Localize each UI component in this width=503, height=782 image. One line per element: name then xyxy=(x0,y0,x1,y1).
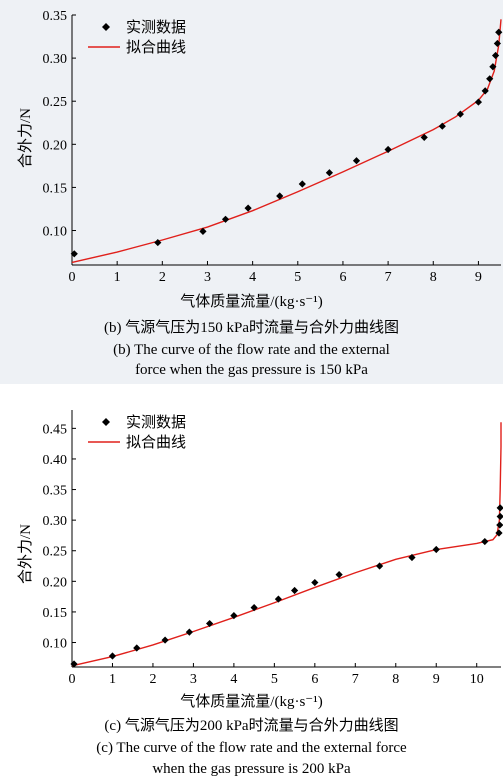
chart-c-data-point xyxy=(70,660,78,668)
chart-b-caption-cn: (b) 气源气压为150 kPa时流量与合外力曲线图 xyxy=(104,320,399,336)
chart-b-y-tick-label: 0.30 xyxy=(43,52,68,67)
chart-c-x-tick-label: 10 xyxy=(470,672,484,687)
chart-c-y-tick-label: 0.10 xyxy=(43,637,68,652)
chart-c-y-tick-label: 0.45 xyxy=(43,422,68,437)
chart-c-data-point xyxy=(290,586,299,595)
chart-c-y-tick-label: 0.25 xyxy=(43,545,68,560)
chart-c-ylabel: 合外力/N xyxy=(18,523,34,584)
chart-b-x-tick-label: 4 xyxy=(249,270,256,285)
chart-panel-b: 0 1 2 3 4 5 6 7 8 9 0.10 0.15 0.20 0.25 0.30 0.35 实测数据拟合… xyxy=(0,0,503,384)
chart-b-data-point xyxy=(244,204,252,212)
chart-b-x-tick-label: 1 xyxy=(114,270,121,285)
chart-c-data-point xyxy=(432,545,440,554)
chart-b-data-point xyxy=(420,133,428,142)
chart-c-x-tick-label: 4 xyxy=(230,672,237,687)
chart-c-data-point xyxy=(496,521,503,529)
chart-c-data-point xyxy=(108,652,117,660)
chart-c-data-point xyxy=(311,578,319,587)
chart-c-y-tick-label: 0.35 xyxy=(43,484,68,499)
chart-b-caption-en-2: force when the gas pressure is 150 kPa xyxy=(135,362,368,378)
chart-b-data-point xyxy=(325,169,333,177)
chart-b-legend-fitted: 拟合曲线 xyxy=(126,38,186,56)
chart-c-plot: 0 1 2 3 4 5 6 7 8 9 10 0.10 0.15 0.20 0.25 0.30 0.35 0.40… xyxy=(43,410,503,687)
chart-b-x-tick-label: 3 xyxy=(204,270,211,285)
chart-b-data-point xyxy=(438,122,446,130)
chart-c-y-tick-label: 0.20 xyxy=(43,575,68,590)
chart-b-data-point xyxy=(70,250,78,258)
chart-b-data-point xyxy=(474,98,483,106)
chart-b-x-tick-label: 6 xyxy=(339,270,346,285)
chart-b-data-point xyxy=(491,51,500,60)
chart-c-data-point xyxy=(481,537,489,546)
chart-b-data-point xyxy=(298,180,306,188)
chart-c-x-tick-label: 6 xyxy=(311,672,318,687)
chart-b-data-point xyxy=(352,157,361,165)
chart-b-data-point xyxy=(154,238,162,247)
chart-b-y-tick-label: 0.25 xyxy=(43,95,68,110)
chart-b-y-tick-label: 0.10 xyxy=(43,225,68,240)
chart-b-y-tick-label: 0.35 xyxy=(43,9,68,24)
chart-b-legend-measured: 实测数据 xyxy=(126,18,186,36)
chart-b-data-point xyxy=(221,215,230,223)
chart-b-data-point xyxy=(199,227,207,235)
chart-c-x-tick-label: 5 xyxy=(271,672,278,687)
chart-c-caption-en-1: (c) The curve of the flow rate and the e… xyxy=(96,740,407,756)
chart-c-data-point xyxy=(496,504,503,512)
chart-c-data-point xyxy=(375,562,384,570)
chart-c-x-tick-label: 0 xyxy=(69,672,76,687)
chart-c-x-tick-label: 7 xyxy=(352,672,359,687)
chart-b-caption-en-1: (b) The curve of the flow rate and the e… xyxy=(113,342,390,358)
chart-b-data-point xyxy=(486,75,494,83)
chart-b-data-point xyxy=(495,28,503,36)
chart-b-x-tick-label: 0 xyxy=(69,270,76,285)
chart-b-y-tick-label: 0.20 xyxy=(43,138,68,153)
chart-b-data-point xyxy=(276,192,284,200)
chart-b-data-point xyxy=(493,39,501,48)
chart-c-caption-cn: (c) 气源气压为200 kPa时流量与合外力曲线图 xyxy=(104,718,399,734)
chart-c-legend-marker xyxy=(102,418,110,426)
chart-c-x-tick-label: 3 xyxy=(190,672,197,687)
chart-b-x-tick-label: 2 xyxy=(159,270,166,285)
chart-c-x-tick-label: 8 xyxy=(392,672,399,687)
chart-c-data-point xyxy=(496,512,503,521)
chart-c-data-point xyxy=(250,604,258,612)
chart-c-x-tick-label: 1 xyxy=(109,672,116,687)
chart-c-y-tick-label: 0.40 xyxy=(43,453,68,468)
chart-b-data-point xyxy=(384,145,392,154)
chart-c-y-tick-label: 0.30 xyxy=(43,514,68,529)
chart-c-data-point xyxy=(161,636,169,644)
chart-c-x-tick-label: 9 xyxy=(433,672,440,687)
chart-b-ylabel: 合外力/N xyxy=(18,107,34,168)
chart-b-x-tick-label: 9 xyxy=(475,270,482,285)
chart-b-y-tick-label: 0.15 xyxy=(43,181,68,196)
chart-b-data-point xyxy=(489,63,497,71)
chart-c-fitted-curve xyxy=(71,422,502,667)
chart-b-x-tick-label: 7 xyxy=(385,270,392,285)
chart-panel-c: 0 1 2 3 4 5 6 7 8 9 10 0.10 0.15 0.20 0.25 0.30 0.35 0.40… xyxy=(0,384,503,782)
chart-c-caption-en-2: when the gas pressure is 200 kPa xyxy=(152,761,351,777)
chart-c-data-point xyxy=(133,644,141,652)
chart-b-plot: 0 1 2 3 4 5 6 7 8 9 0.10 0.15 0.20 0.25 0.30 0.35 实测数据拟合… xyxy=(43,9,503,285)
chart-b-x-tick-label: 5 xyxy=(294,270,301,285)
chart-c-data-point xyxy=(206,619,214,628)
chart-c-legend-measured: 实测数据 xyxy=(126,413,186,431)
chart-c-y-tick-label: 0.15 xyxy=(43,606,68,621)
chart-c-xlabel: 气体质量流量/(kg·s⁻¹) xyxy=(180,694,323,710)
chart-c-legend-fitted: 拟合曲线 xyxy=(126,433,186,451)
chart-b-x-tick-label: 8 xyxy=(430,270,437,285)
chart-c-x-tick-label: 2 xyxy=(149,672,156,687)
chart-b-xlabel: 气体质量流量/(kg·s⁻¹) xyxy=(180,294,323,310)
chart-b-data-point xyxy=(481,87,489,95)
chart-c-data-point xyxy=(185,628,193,636)
chart-b-data-point xyxy=(456,110,464,118)
chart-b-legend-marker xyxy=(102,23,110,31)
